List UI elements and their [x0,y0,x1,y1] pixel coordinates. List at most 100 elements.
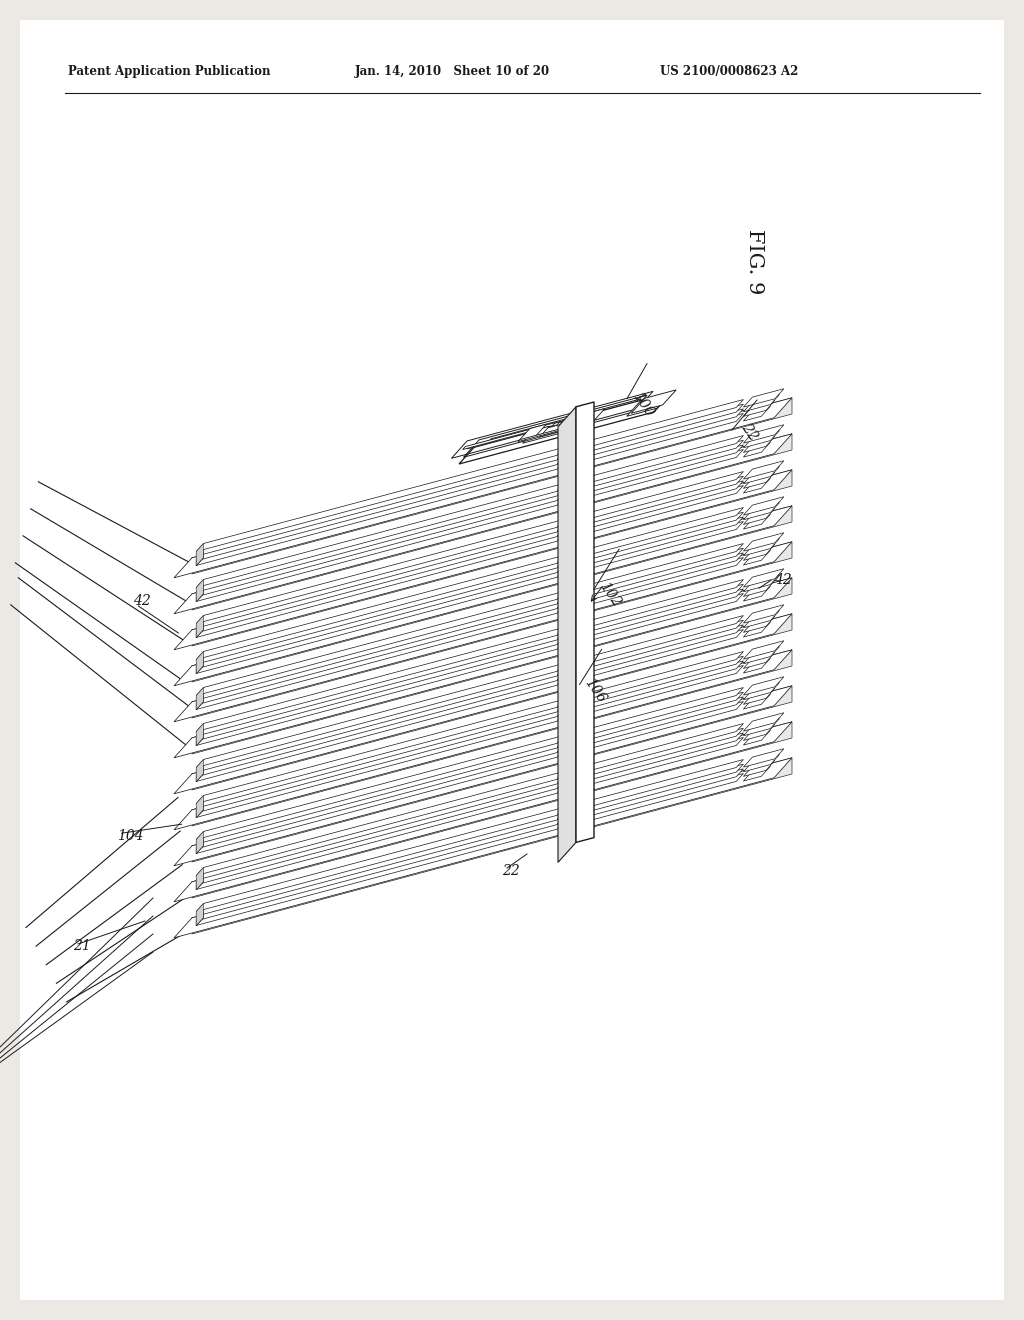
Polygon shape [557,496,571,504]
Polygon shape [743,694,770,709]
Polygon shape [557,446,571,454]
Polygon shape [631,389,676,413]
Polygon shape [743,430,779,447]
Polygon shape [743,718,779,735]
Text: 22: 22 [738,421,760,444]
Polygon shape [174,541,792,722]
Polygon shape [584,521,743,570]
Polygon shape [558,772,594,797]
Polygon shape [197,768,204,781]
Polygon shape [743,652,775,668]
Polygon shape [193,434,792,610]
Polygon shape [584,665,743,714]
Polygon shape [472,421,564,449]
Polygon shape [193,686,792,862]
Polygon shape [467,422,560,449]
Polygon shape [193,722,792,898]
Polygon shape [584,620,743,669]
Polygon shape [197,661,572,767]
Polygon shape [197,665,204,673]
Polygon shape [197,557,204,566]
Text: US 2100/0008623 A2: US 2100/0008623 A2 [660,66,799,78]
Polygon shape [197,517,572,623]
Polygon shape [197,527,572,632]
Polygon shape [584,688,743,737]
Polygon shape [584,615,743,664]
Polygon shape [197,454,572,561]
Polygon shape [743,496,784,515]
Polygon shape [584,553,743,602]
Polygon shape [743,400,775,416]
Polygon shape [174,722,792,902]
Polygon shape [197,702,572,808]
Polygon shape [197,742,572,849]
Polygon shape [557,450,571,459]
Polygon shape [557,635,571,644]
Polygon shape [584,697,743,746]
Polygon shape [197,585,204,602]
Polygon shape [584,477,743,525]
Polygon shape [584,594,743,643]
Polygon shape [558,407,575,862]
Polygon shape [584,738,743,787]
Polygon shape [459,392,672,465]
Text: 21: 21 [73,939,91,953]
Polygon shape [197,544,204,566]
Polygon shape [197,917,204,925]
Polygon shape [197,733,572,840]
Text: Patent Application Publication: Patent Application Publication [68,66,270,78]
Polygon shape [197,568,572,673]
Polygon shape [197,800,204,818]
Polygon shape [743,755,779,772]
Polygon shape [197,495,572,602]
Polygon shape [197,652,204,673]
Polygon shape [197,809,572,916]
Polygon shape [197,615,204,638]
Polygon shape [193,649,792,826]
Polygon shape [584,404,743,453]
Polygon shape [557,711,571,721]
Polygon shape [558,593,594,618]
Polygon shape [523,426,549,442]
Polygon shape [743,544,775,561]
Polygon shape [743,659,770,673]
Polygon shape [197,589,204,602]
Polygon shape [197,738,204,746]
Polygon shape [584,449,743,498]
Polygon shape [558,557,594,582]
Polygon shape [197,738,572,845]
Polygon shape [197,692,204,710]
Polygon shape [557,810,571,820]
Polygon shape [557,779,571,788]
Polygon shape [197,913,204,925]
Polygon shape [197,620,204,638]
Polygon shape [584,723,743,772]
Polygon shape [193,506,792,682]
Polygon shape [197,882,204,890]
Text: 100: 100 [630,389,656,420]
Polygon shape [197,818,572,925]
Polygon shape [574,413,600,429]
Polygon shape [197,764,204,781]
Polygon shape [174,686,792,866]
Polygon shape [197,774,204,781]
Polygon shape [197,548,204,566]
Polygon shape [584,630,743,678]
Polygon shape [557,640,571,648]
Polygon shape [174,434,792,614]
Polygon shape [743,766,770,781]
Polygon shape [557,626,571,635]
Polygon shape [197,832,204,854]
Polygon shape [557,532,571,540]
Polygon shape [197,774,572,880]
Polygon shape [557,519,571,527]
Polygon shape [557,528,571,536]
Polygon shape [174,578,792,758]
Polygon shape [197,589,572,696]
Polygon shape [197,836,204,854]
Polygon shape [627,393,670,416]
Polygon shape [197,594,572,700]
Polygon shape [557,770,571,779]
Polygon shape [174,470,792,649]
Polygon shape [197,779,572,884]
